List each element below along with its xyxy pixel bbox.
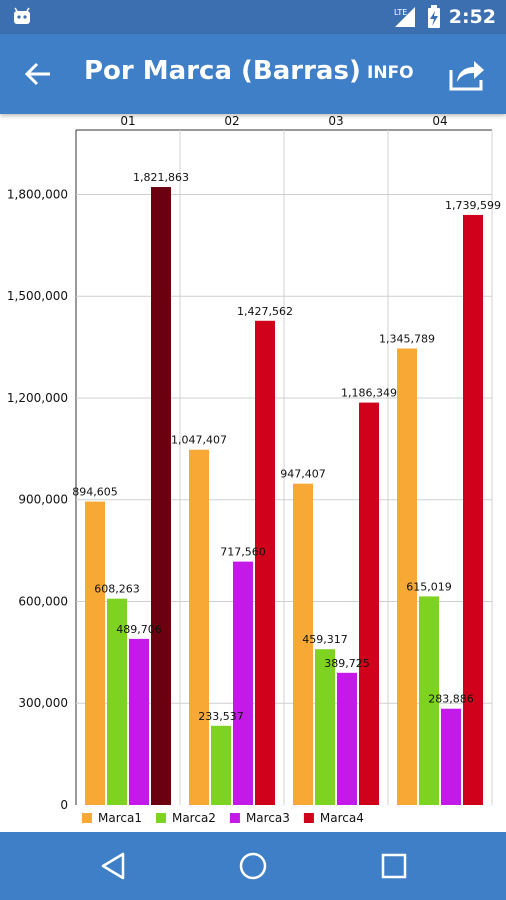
data-label: 1,739,599	[445, 199, 501, 212]
info-button[interactable]: INFO	[367, 63, 414, 83]
legend-label: Marca1	[98, 811, 142, 825]
bar-marca4-03[interactable]	[359, 402, 379, 805]
x-tick-label: 02	[224, 114, 239, 128]
page-title: Por Marca (Barras)	[84, 56, 361, 86]
data-label: 1,345,789	[379, 333, 435, 346]
x-tick-label: 01	[120, 114, 135, 128]
x-tick-label: 03	[328, 114, 343, 128]
triangle-back-icon[interactable]	[94, 846, 134, 886]
y-tick-label: 300,000	[18, 696, 68, 710]
share-icon[interactable]	[448, 56, 486, 92]
data-label: 608,263	[94, 583, 140, 596]
legend-swatch	[155, 813, 166, 823]
y-tick-label: 1,200,000	[7, 391, 68, 405]
circle-home-icon[interactable]	[233, 846, 273, 886]
bar-marca4-04[interactable]	[463, 214, 483, 806]
bar-marca3-04[interactable]	[441, 708, 461, 805]
bar-marca2-01[interactable]	[107, 598, 127, 805]
bar-marca2-03[interactable]	[315, 649, 335, 805]
arrow-back-icon[interactable]	[22, 58, 54, 90]
y-tick-label: 900,000	[18, 493, 68, 507]
data-label: 1,186,349	[341, 387, 397, 400]
legend-swatch	[303, 813, 314, 823]
bars	[85, 187, 483, 806]
data-label: 489,706	[116, 623, 162, 636]
data-label: 717,560	[220, 546, 266, 559]
bar-marca3-01[interactable]	[129, 638, 149, 805]
x-axis: 01 02 03 04	[120, 114, 447, 128]
data-label: 389,725	[324, 657, 370, 670]
legend-label: Marca2	[172, 811, 216, 825]
legend-swatch	[82, 813, 92, 823]
bar-chart: 0 300,000 600,000 900,000 1,200,000 1,500,000…	[7, 114, 501, 825]
navigation-bar	[0, 832, 506, 900]
data-labels: 894,605 1,047,407 947,407 1,345,789 608,263 2…	[72, 171, 501, 723]
bar-marca1-04[interactable]	[397, 348, 417, 805]
legend: Marca1 Marca2 Marca3 Marca4	[82, 811, 364, 825]
y-tick-label: 0	[60, 798, 68, 812]
bar-marca4-01[interactable]	[151, 187, 171, 806]
signal-lte-icon: LTE	[394, 7, 415, 27]
legend-label: Marca4	[320, 811, 364, 825]
battery-charging-icon	[427, 5, 440, 28]
data-label: 283,886	[428, 693, 474, 706]
status-bar: LTE 2:52	[0, 0, 506, 34]
y-tick-label: 1,500,000	[7, 289, 68, 303]
bar-marca2-04[interactable]	[419, 596, 439, 805]
bar-marca1-02[interactable]	[189, 449, 209, 805]
bar-marca3-03[interactable]	[337, 672, 357, 805]
android-notification-icon	[14, 7, 30, 24]
data-label: 947,407	[280, 468, 326, 481]
y-tick-label: 600,000	[18, 594, 68, 608]
y-tick-label: 1,800,000	[7, 187, 68, 201]
bar-marca1-03[interactable]	[293, 483, 313, 805]
data-label: 615,019	[406, 580, 452, 593]
data-label: 1,821,863	[133, 171, 189, 184]
data-label: 459,317	[302, 633, 348, 646]
y-axis: 0 300,000 600,000 900,000 1,200,000 1,500,000…	[7, 187, 68, 812]
bar-marca2-02[interactable]	[211, 725, 231, 805]
bar-marca4-02[interactable]	[255, 320, 275, 805]
network-type-label: LTE	[394, 8, 407, 17]
legend-swatch	[229, 813, 240, 823]
grid	[75, 129, 493, 805]
bar-marca3-02[interactable]	[233, 561, 253, 805]
clock-time: 2:52	[448, 6, 496, 28]
legend-label: Marca3	[246, 811, 290, 825]
x-tick-label: 04	[432, 114, 447, 128]
app-bar: Por Marca (Barras) INFO	[0, 34, 506, 114]
data-label: 233,537	[198, 710, 244, 723]
bar-marca1-01[interactable]	[85, 501, 105, 805]
data-label: 894,605	[72, 486, 118, 499]
data-label: 1,427,562	[237, 305, 293, 318]
data-label: 1,047,407	[171, 434, 227, 447]
square-recents-icon[interactable]	[374, 846, 414, 886]
